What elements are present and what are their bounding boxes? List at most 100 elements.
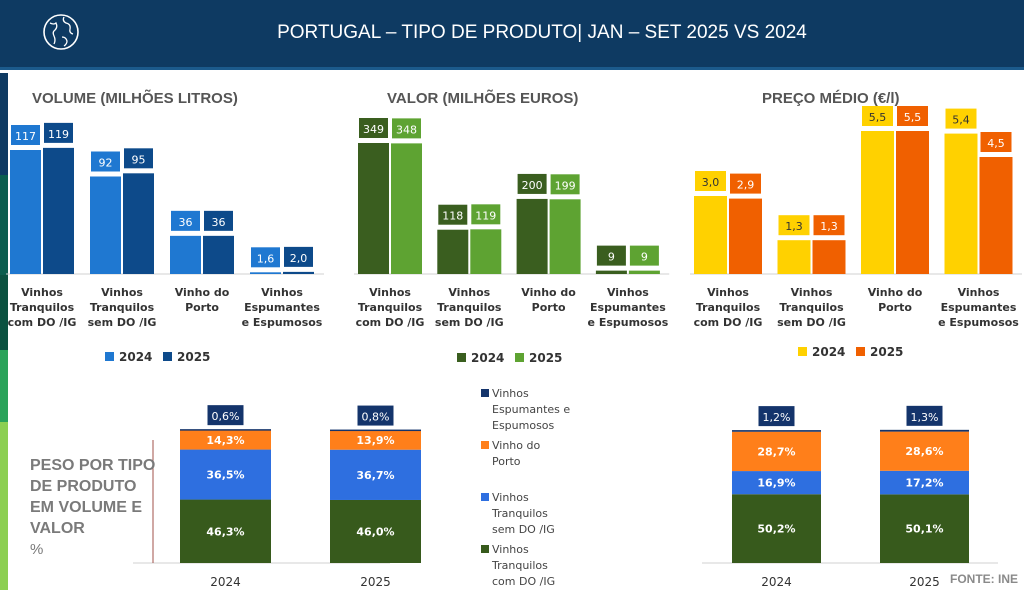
preco-category-label: e Espumosos bbox=[938, 316, 1019, 329]
globe-icon bbox=[43, 14, 79, 50]
preco-data-label: 5,5 bbox=[904, 111, 922, 124]
preco-data-label: 5,5 bbox=[869, 111, 887, 124]
peso-valor-segment bbox=[732, 430, 821, 432]
volume-data-label-box bbox=[171, 210, 200, 231]
preco-data-label: 2,9 bbox=[737, 179, 755, 192]
volume-data-label-box bbox=[11, 125, 40, 145]
valor-data-label-box bbox=[438, 204, 468, 225]
preco-bar bbox=[896, 131, 929, 274]
peso-volume-data-label-box bbox=[357, 405, 394, 426]
volume-data-label: 36 bbox=[179, 216, 193, 229]
valor-data-label: 348 bbox=[396, 123, 417, 136]
peso-legend-label: sem DO /IG bbox=[492, 523, 555, 536]
preco-data-label: 1,3 bbox=[820, 220, 838, 233]
preco-category-label: Espumantes bbox=[941, 301, 1017, 314]
peso-volume-category-label: 2024 bbox=[210, 575, 241, 589]
volume-legend-label: 2024 bbox=[119, 350, 152, 364]
peso-valor-category-label: 2025 bbox=[909, 575, 940, 589]
volume-category-label: Vinhos bbox=[101, 286, 143, 299]
peso-valor-segment bbox=[880, 494, 969, 563]
peso-valor-data-label: 1,2% bbox=[763, 411, 791, 424]
peso-legend-label: Tranquilos bbox=[491, 507, 548, 520]
valor-category-label: Tranquilos bbox=[358, 301, 423, 314]
peso-volume-segment bbox=[180, 449, 271, 500]
preco-legend-swatch bbox=[856, 347, 865, 356]
preco-data-label: 1,3 bbox=[785, 220, 803, 233]
valor-data-label-box bbox=[596, 245, 626, 266]
preco-bar bbox=[694, 196, 727, 274]
volume-category-label: e Espumosos bbox=[242, 316, 323, 329]
valor-data-label: 9 bbox=[608, 251, 615, 264]
peso-legend-swatch bbox=[481, 493, 489, 501]
peso-volume-segment bbox=[330, 429, 421, 432]
volume-bar bbox=[203, 235, 234, 274]
volume-data-label: 1,6 bbox=[257, 252, 275, 265]
peso-legend-label: Espumantes e bbox=[492, 403, 570, 416]
volume-category-label: Porto bbox=[185, 301, 219, 314]
peso-valor-segment bbox=[880, 470, 969, 495]
volume-bar bbox=[250, 272, 281, 274]
valor-category-label: Vinhos bbox=[448, 286, 490, 299]
volume-bar bbox=[283, 271, 314, 274]
peso-valor-data-label: 50,1% bbox=[905, 523, 943, 536]
preco-data-label: 3,0 bbox=[702, 176, 720, 189]
preco-category-label: Porto bbox=[878, 301, 912, 314]
peso-valor-data-label-box bbox=[758, 406, 795, 427]
preco-data-label: 5,4 bbox=[952, 114, 970, 127]
volume-data-label: 92 bbox=[99, 156, 113, 169]
peso-valor-segment bbox=[880, 431, 969, 471]
preco-data-label: 4,5 bbox=[987, 137, 1005, 150]
peso-volume-data-label: 13,9% bbox=[356, 434, 394, 447]
peso-valor-data-label-box bbox=[906, 405, 943, 426]
peso-legend-label: Vinhos bbox=[492, 543, 529, 556]
valor-category-label: Vinho do bbox=[521, 286, 576, 299]
valor-bar bbox=[628, 270, 660, 274]
peso-legend-label: Porto bbox=[492, 455, 521, 468]
preco-legend-label: 2024 bbox=[812, 345, 845, 359]
preco-legend-swatch bbox=[798, 347, 807, 356]
preco-data-label-box bbox=[945, 108, 977, 129]
valor-legend-swatch bbox=[457, 353, 466, 362]
peso-title-text: PESO POR TIPO DE PRODUTO EM VOLUME E VAL… bbox=[30, 457, 156, 537]
volume-chart-title: VOLUME (MILHÕES LITROS) bbox=[32, 90, 238, 107]
valor-data-label-box bbox=[392, 118, 421, 139]
valor-legend-label: 2024 bbox=[471, 351, 504, 365]
peso-legend-label: Espumosos bbox=[492, 419, 555, 432]
peso-valor-data-label: 28,6% bbox=[905, 445, 943, 458]
valor-chart-title: VALOR (MILHÕES EUROS) bbox=[387, 90, 579, 107]
preco-category-label: Vinhos bbox=[707, 286, 749, 299]
preco-bar bbox=[729, 198, 762, 274]
volume-bar bbox=[123, 173, 154, 274]
preco-bar bbox=[979, 157, 1013, 274]
volume-category-label: Tranquilos bbox=[90, 301, 155, 314]
volume-data-label: 95 bbox=[132, 153, 146, 166]
valor-bar bbox=[470, 229, 502, 274]
peso-volume-category-label: 2025 bbox=[360, 575, 391, 589]
preco-category-label: Tranquilos bbox=[779, 301, 844, 314]
valor-bar bbox=[516, 198, 548, 274]
valor-bar bbox=[391, 143, 422, 274]
peso-legend-swatch bbox=[481, 545, 489, 553]
preco-data-label-box bbox=[695, 171, 726, 191]
volume-data-label-box bbox=[124, 148, 153, 169]
side-strip bbox=[0, 350, 8, 422]
peso-volume-data-label: 36,5% bbox=[206, 469, 244, 482]
page-title: PORTUGAL – TIPO DE PRODUTO| JAN – SET 20… bbox=[277, 22, 807, 43]
preco-bar bbox=[861, 131, 894, 274]
peso-valor-data-label: 16,9% bbox=[757, 477, 795, 490]
preco-category-label: sem DO /IG bbox=[777, 316, 846, 329]
side-strip bbox=[0, 175, 8, 275]
valor-legend-label: 2025 bbox=[529, 351, 562, 365]
peso-volume-segment bbox=[330, 449, 421, 500]
volume-data-label: 36 bbox=[212, 216, 226, 229]
peso-legend-swatch bbox=[481, 389, 489, 397]
side-strip bbox=[0, 275, 8, 350]
valor-data-label-box bbox=[359, 118, 388, 138]
preco-bar bbox=[777, 240, 811, 274]
volume-data-label-box bbox=[44, 122, 73, 143]
peso-valor-segment bbox=[732, 494, 821, 563]
peso-valor-segment bbox=[732, 471, 821, 495]
volume-category-label: Vinho do bbox=[175, 286, 230, 299]
valor-category-label: com DO /IG bbox=[356, 316, 425, 329]
